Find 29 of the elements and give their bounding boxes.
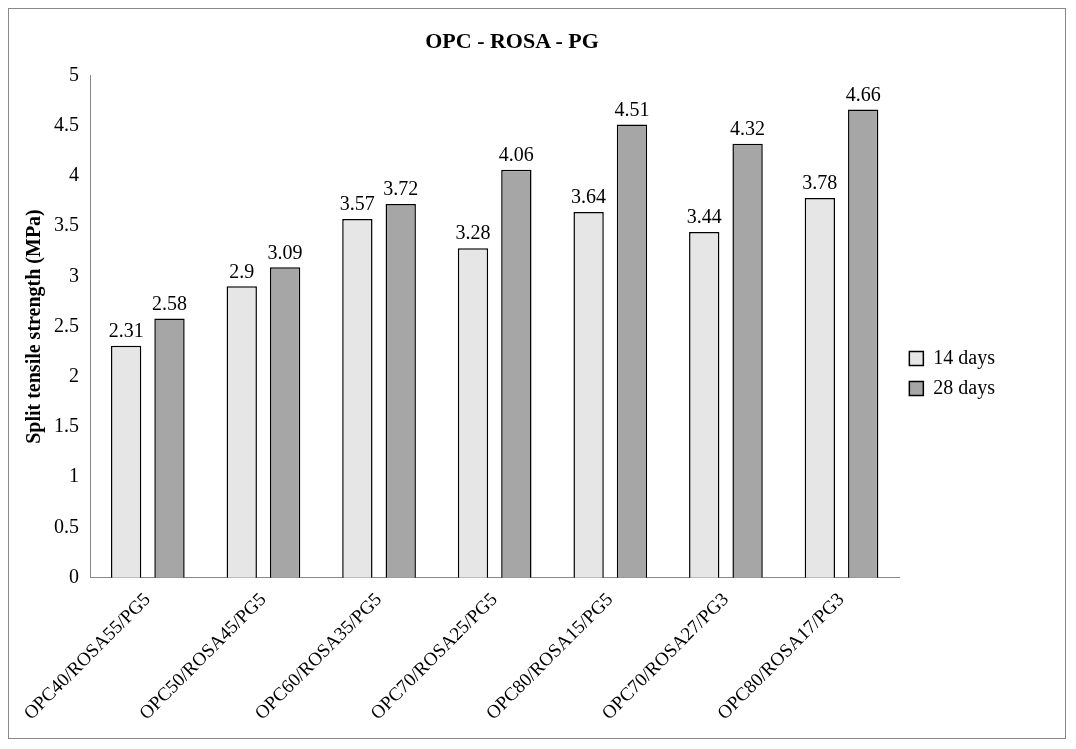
chart-title: OPC - ROSA - PG	[425, 27, 599, 53]
y-tick-label: 5	[69, 62, 79, 85]
y-tick-label: 2.5	[54, 313, 79, 336]
data-label: 2.31	[108, 318, 144, 341]
data-label: 3.28	[455, 221, 491, 244]
data-label: 4.66	[845, 82, 881, 105]
data-label: 3.57	[339, 192, 375, 215]
data-label: 3.09	[267, 240, 303, 263]
data-label: 4.51	[614, 97, 650, 120]
data-label: 2.58	[151, 291, 187, 314]
y-tick-label: 0	[69, 564, 79, 587]
y-tick-label: 3.5	[54, 213, 79, 236]
data-label: 3.78	[802, 171, 838, 194]
data-label: 2.9	[229, 259, 255, 282]
y-tick-label: 4.5	[54, 112, 79, 135]
y-tick-label: 4	[69, 163, 79, 186]
y-tick-label: 3	[69, 263, 79, 286]
data-label: 3.44	[686, 205, 722, 228]
y-tick-label: 2	[69, 364, 79, 387]
y-tick-label: 1.5	[54, 414, 79, 437]
data-label: 4.06	[498, 143, 534, 166]
y-axis-title: Split tensile strength (MPa)	[22, 209, 46, 444]
y-tick-label: 0.5	[54, 514, 79, 537]
legend-label: 28 days	[933, 375, 996, 399]
legend-label: 14 days	[933, 345, 996, 369]
data-label: 4.32	[730, 116, 766, 139]
data-label: 3.64	[571, 185, 607, 208]
data-label: 3.72	[383, 177, 419, 200]
y-tick-label: 1	[69, 464, 79, 487]
